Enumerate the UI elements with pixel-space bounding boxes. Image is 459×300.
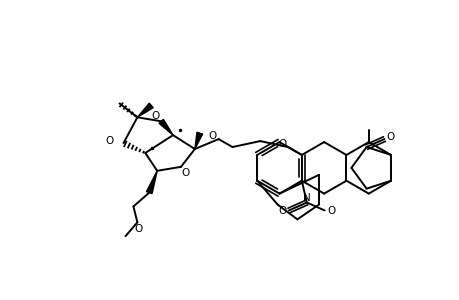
- Polygon shape: [158, 119, 173, 135]
- Text: O: O: [386, 132, 394, 142]
- Text: O: O: [181, 168, 190, 178]
- Text: O: O: [208, 131, 216, 141]
- Polygon shape: [137, 103, 153, 117]
- Polygon shape: [146, 171, 157, 194]
- Text: N: N: [302, 193, 310, 202]
- Text: O: O: [327, 206, 335, 216]
- Text: O: O: [105, 136, 113, 146]
- Text: O: O: [151, 111, 159, 121]
- Text: O: O: [277, 139, 285, 149]
- Text: O: O: [277, 206, 285, 216]
- Text: O: O: [134, 224, 142, 234]
- Polygon shape: [195, 132, 202, 149]
